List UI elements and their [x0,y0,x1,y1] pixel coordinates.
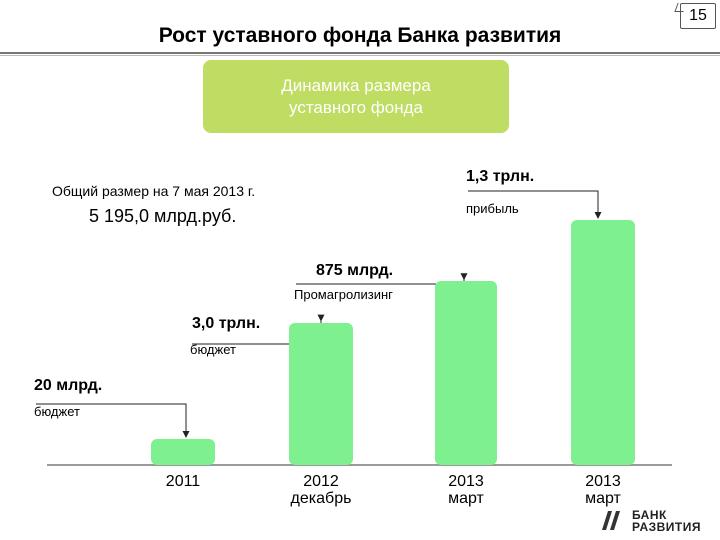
connector-arrow-1 [182,431,190,438]
annotation-value-1: 20 млрд. [34,377,103,394]
annotation-value-4: 1,3 трлн. [466,168,535,185]
x-tick-period: март [448,490,484,507]
annotation-note-4: прибыль [466,201,519,216]
x-tick-label-4: 2013 март [553,473,653,507]
connector-arrow-2 [317,314,325,322]
bar-4 [571,220,635,465]
annotation-note-2: бюджет [190,342,236,357]
connector-arrow-3 [460,273,468,281]
title-divider [0,52,720,54]
total-value: 5 195,0 млрд.руб. [89,206,237,226]
x-tick-year: 2012 [303,473,339,490]
connector-line-1 [36,403,187,433]
annotation-value-3: 875 млрд. [316,262,394,279]
logo-mark-icon [602,511,620,530]
x-tick-label-3: 2013 март [416,473,516,507]
page-number: 15 [680,3,716,29]
bank-logo: БАНК РАЗВИТИЯ [598,508,713,534]
x-tick-label-1: 2011 [133,473,233,490]
section-badge: Динамика размера уставного фонда [203,60,509,133]
logo-line-1: БАНК [632,508,667,522]
connector-arrow-4 [594,212,602,219]
badge-line-2: уставного фонда [289,97,423,117]
x-tick-label-2: 2012 декабрь [271,473,371,507]
bar-2 [289,322,353,465]
slide-title: Рост уставного фонда Банка развития [158,24,562,47]
x-tick-year: 2013 [585,473,621,490]
x-tick-year: 2013 [448,473,484,490]
total-label: Общий размер на 7 мая 2013 г. [52,183,256,199]
title-divider-shadow [0,55,720,56]
logo-line-2: РАЗВИТИЯ [632,520,702,534]
bar-3 [435,281,497,465]
x-tick-period: март [585,490,621,507]
x-tick-period: декабрь [290,490,352,507]
annotation-note-1: бюджет [34,404,80,419]
x-tick-year: 2011 [165,473,201,490]
annotation-note-3: Промагролизинг [294,287,393,302]
annotation-value-2: 3,0 трлн. [192,315,261,332]
bar-1 [151,439,215,465]
connector-line-4 [468,190,599,214]
badge-line-1: Динамика размера [281,75,431,95]
